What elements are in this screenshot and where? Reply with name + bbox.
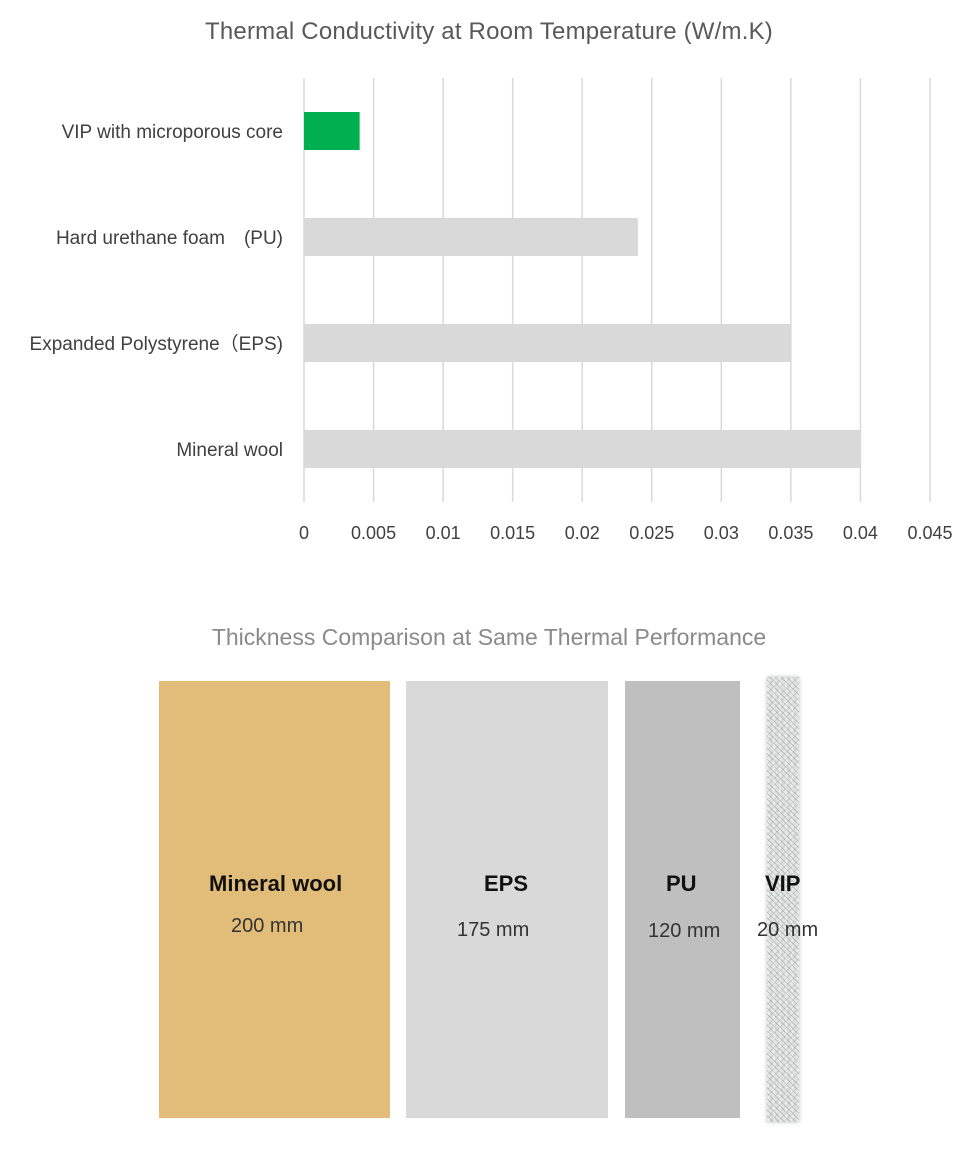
mineral-wool-panel: Mineral wool 200 mm <box>159 681 390 1118</box>
vip-thickness: 20 mm <box>757 919 819 941</box>
eps-panel: EPS 175 mm <box>406 681 608 1118</box>
bar <box>304 324 791 362</box>
category-label: Hard urethane foam (PU) <box>56 228 283 249</box>
pu-panel: PU 120 mm <box>625 681 740 1118</box>
x-tick-label: 0 <box>299 523 309 543</box>
x-tick-label: 0.035 <box>768 523 813 543</box>
bar <box>304 218 638 256</box>
x-tick-label: 0.01 <box>426 523 461 543</box>
thickness-title: Thickness Comparison at Same Thermal Per… <box>211 624 767 650</box>
vip-label: VIP <box>765 871 801 896</box>
x-tick-label: 0.02 <box>565 523 600 543</box>
vip-panel: VIP 20 mm <box>757 677 818 1122</box>
x-tick-label: 0.015 <box>490 523 535 543</box>
x-tick-label: 0.03 <box>704 523 739 543</box>
conductivity-chart: 0 0.005 0.01 0.015 0.02 0.025 0.03 0.035 0.04 0.0… <box>30 78 953 543</box>
category-label: Expanded Polystyrene（EPS) <box>30 333 283 355</box>
eps-thickness: 175 mm <box>457 919 530 941</box>
pu-thickness: 120 mm <box>648 920 721 942</box>
eps-label: EPS <box>484 871 529 896</box>
pu-label: PU <box>666 871 697 896</box>
category-label: VIP with microporous core <box>62 122 283 143</box>
chart-title: Thermal Conductivity at Room Temperature… <box>205 18 773 45</box>
x-tick-label: 0.04 <box>843 523 878 543</box>
mineral-wool-label: Mineral wool <box>209 871 343 896</box>
category-label: Mineral wool <box>176 440 283 461</box>
x-tick-label: 0.025 <box>629 523 674 543</box>
bar <box>304 112 360 150</box>
x-tick-label: 0.005 <box>351 523 396 543</box>
mineral-wool-thickness: 200 mm <box>231 915 304 937</box>
x-tick-label: 0.045 <box>907 523 952 543</box>
bar <box>304 430 861 468</box>
